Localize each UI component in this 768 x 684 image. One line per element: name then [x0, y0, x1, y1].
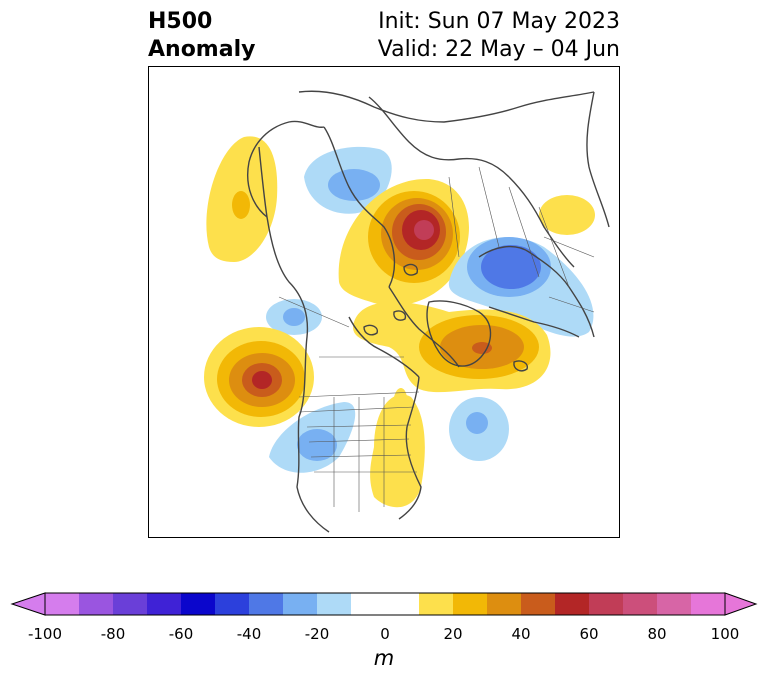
colorbar-segment	[113, 593, 147, 615]
anomaly-positive-alaska	[206, 136, 278, 262]
colorbar-segment	[691, 593, 725, 615]
colorbar-outline	[44, 592, 726, 616]
colorbar-segment	[215, 593, 249, 615]
colorbar-tick-label: 0	[380, 625, 390, 643]
colorbar-segment	[453, 593, 487, 615]
map-panel	[148, 66, 620, 538]
colorbar-segment	[351, 593, 419, 615]
colorbar-segment	[657, 593, 691, 615]
colorbar-extend-low	[10, 592, 46, 616]
colorbar-tick-label: -40	[236, 625, 262, 643]
colorbar-tick-label: 20	[443, 625, 463, 643]
title-variable: H500	[148, 9, 213, 34]
colorbar-segment	[487, 593, 521, 615]
anomaly-negative-western-us	[269, 402, 356, 473]
colorbar-tick-label: -60	[168, 625, 194, 643]
map-title: H500 Anomaly	[148, 8, 255, 64]
colorbar-segment	[283, 593, 317, 615]
colorbar-ticks: -100 -80 -60 -40 -20 0 20 40 60 80 100	[0, 625, 768, 645]
init-date: Init: Sun 07 May 2023	[378, 9, 620, 34]
colorbar-tick-label: 40	[511, 625, 531, 643]
anomaly-positive-eastern-us	[370, 388, 425, 508]
colorbar-segment	[147, 593, 181, 615]
colorbar-scale	[10, 592, 758, 616]
colorbar-segment	[623, 593, 657, 615]
coastlines	[247, 90, 610, 533]
colorbar-tick-label: 60	[579, 625, 599, 643]
colorbar-segment	[181, 593, 215, 615]
anomaly-negative-atlantic	[449, 397, 509, 461]
colorbar-tick-label: -80	[100, 625, 126, 643]
anomaly-positive-ne-pacific	[204, 327, 314, 427]
colorbar-tick-label: -20	[304, 625, 330, 643]
colorbar	[10, 590, 758, 622]
title-subtitle: Anomaly	[148, 37, 256, 62]
colorbar-extend-high	[724, 592, 758, 616]
colorbar-segment	[317, 593, 351, 615]
map-dates: Init: Sun 07 May 2023 Valid: 22 May – 04…	[378, 8, 620, 64]
colorbar-segment	[419, 593, 453, 615]
colorbar-tick-label: 100	[710, 625, 740, 643]
anomaly-positive-siberia	[338, 178, 469, 306]
valid-range: Valid: 22 May – 04 Jun	[377, 37, 620, 62]
colorbar-segment	[249, 593, 283, 615]
anomaly-positive-greenland	[353, 302, 551, 393]
borders	[278, 166, 595, 512]
colorbar-segment	[589, 593, 623, 615]
colorbar-tick-label: 80	[647, 625, 667, 643]
colorbar-segment	[555, 593, 589, 615]
anomaly-negative-east-siberia	[304, 146, 392, 214]
anomaly-map	[204, 90, 610, 533]
colorbar-unit: m	[373, 646, 395, 670]
colorbar-segment	[45, 593, 79, 615]
colorbar-segment	[521, 593, 555, 615]
anomaly-positive-far-east	[539, 195, 595, 235]
colorbar-segment	[79, 593, 113, 615]
colorbar-tick-label: -100	[27, 625, 63, 643]
